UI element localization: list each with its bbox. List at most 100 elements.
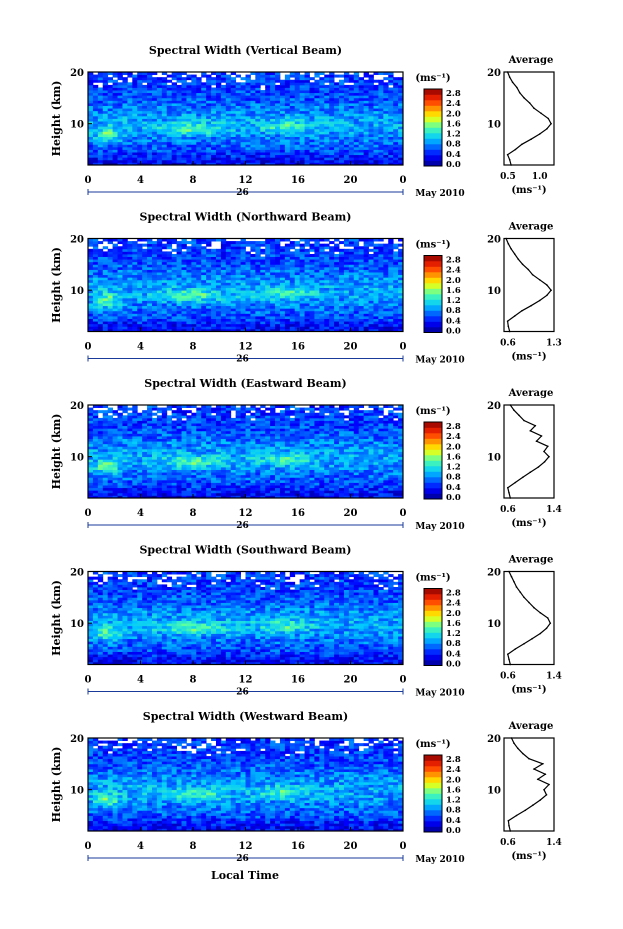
heatmap-cell [348,126,355,130]
heatmap-cell [270,146,276,150]
heatmap-cell [88,103,94,106]
heatmap-cell [398,316,404,319]
heatmap-cell [220,144,227,148]
heatmap-cell [304,154,310,158]
heatmap-cell [294,113,301,117]
heatmap-cell [132,264,138,268]
heatmap-cell [137,84,143,88]
heatmap-cell [275,118,281,122]
heatmap-cell [215,92,222,96]
heatmap-cell [137,97,143,101]
heatmap-cell [137,285,143,288]
heatmap-cell [142,126,148,130]
heatmap-cell [363,149,369,153]
heatmap-cell [186,118,192,122]
heatmap-cell [92,326,99,330]
heatmap-cell [215,84,222,88]
heatmap-cell [245,162,251,166]
heatmap-cell [279,328,286,332]
heatmap-cell [250,282,256,286]
heatmap-cell [304,323,310,327]
heatmap-cell [304,316,310,319]
heatmap-cell [132,126,138,130]
heatmap-cell [181,254,187,257]
heatmap-cell [137,121,143,125]
heatmap-cell [102,292,109,296]
heatmap-cell [358,108,365,112]
heatmap-cell [147,285,153,288]
heatmap-cell [309,136,315,140]
heatmap-cell [112,72,118,75]
heatmap-cell [196,326,202,330]
heatmap-cell [343,261,350,265]
heatmap-cell [156,95,163,99]
heatmap-cell [97,292,104,296]
heatmap-cell [147,100,153,104]
heatmap-cell [206,305,212,309]
heatmap-cell [112,248,118,252]
heatmap-cell [265,152,271,156]
heatmap-cell [343,154,350,158]
heatmap-cell [230,105,237,109]
heatmap-cell [398,134,404,137]
heatmap-cell [319,487,325,491]
heatmap-cell [289,318,296,322]
heatmap-cell [166,310,173,314]
heatmap-cell [388,487,394,491]
heatmap-cell [388,490,394,494]
heatmap-cell [215,279,222,283]
heatmap-cell [151,248,158,252]
heatmap-cell [329,254,335,257]
heatmap-cell [373,264,379,268]
heatmap-cell [196,279,202,283]
average-profile-point [505,237,507,240]
average-profile-point [506,153,509,156]
heatmap-cell [339,82,345,86]
heatmap-cell [206,243,212,247]
heatmap-cell [260,297,266,301]
heatmap-cell [117,241,123,245]
heatmap-cell [393,95,399,99]
heatmap-cell [294,92,301,96]
heatmap-cell [270,126,276,130]
heatmap-cell [275,285,281,288]
heatmap-cell [250,279,256,283]
heatmap-cell [334,136,340,140]
heatmap-cell [215,303,222,307]
heatmap-cell [245,492,251,496]
heatmap-cell [206,290,212,294]
heatmap-cell [137,149,143,153]
heatmap-cell [275,152,281,156]
heatmap-cell [142,274,148,278]
heatmap-cell [102,162,109,166]
heatmap-cell [211,108,217,112]
heatmap-cell [339,485,345,489]
heatmap-cell [260,313,266,317]
heatmap-cell [235,266,241,270]
heatmap-cell [279,256,286,260]
heatmap-cell [88,162,94,166]
heatmap-cell [151,290,158,294]
heatmap-cell [225,261,232,265]
heatmap-cell [339,100,345,104]
heatmap-cell [206,90,212,94]
heatmap-cell [393,243,399,247]
heatmap-cell [215,136,222,140]
heatmap-cell [191,272,197,276]
heatmap-cell [220,243,227,247]
heatmap-cell [329,149,335,153]
heatmap-cell [142,105,148,109]
heatmap-cell [112,264,118,268]
heatmap-cell [92,282,99,286]
heatmap-cell [314,123,320,127]
heatmap-cell [348,282,355,286]
heatmap-cell [289,321,296,325]
heatmap-cell [137,136,143,140]
heatmap-cell [186,123,192,127]
heatmap-cell [319,300,325,304]
heatmap-cell [102,256,109,260]
heatmap-cell [289,308,296,312]
heatmap-cell [240,285,246,288]
heatmap-cell [230,154,237,158]
heatmap-cell [289,485,296,489]
